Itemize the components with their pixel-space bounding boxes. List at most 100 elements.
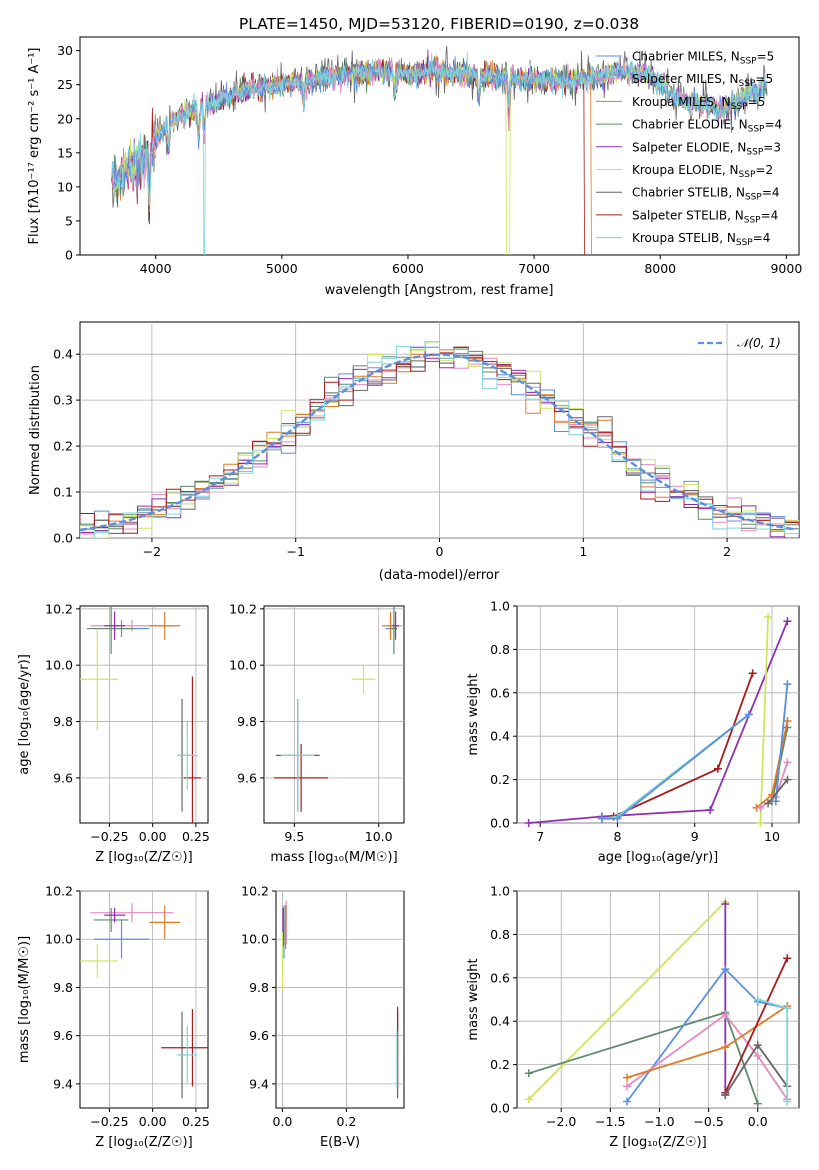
legend-label-kroupa_miles: Kroupa MILES, NSSP=5 bbox=[632, 95, 765, 112]
y-tick-label: 0.4 bbox=[490, 729, 510, 744]
axes-frame bbox=[275, 890, 405, 1109]
weight-line-chabrier_miles bbox=[602, 713, 750, 820]
errorbars bbox=[80, 903, 208, 1099]
spectrum-y-tick-label: 10 bbox=[57, 179, 73, 194]
y-tick-label: 0.8 bbox=[490, 642, 510, 657]
y-tick-label: 9.6 bbox=[249, 1028, 269, 1043]
histogram-x-tick-label: 1 bbox=[579, 544, 587, 559]
histogram-y-tick-label: 0.3 bbox=[53, 393, 73, 408]
y-tick-label: 1.0 bbox=[490, 884, 510, 899]
y-tick-label: 0.8 bbox=[490, 927, 510, 942]
x-tick-label: 0.25 bbox=[182, 1114, 210, 1129]
weight-line-salpeter_miles bbox=[626, 1013, 788, 1100]
y-tick-label: 10.0 bbox=[241, 932, 269, 947]
grid bbox=[517, 605, 799, 824]
grid bbox=[264, 606, 404, 823]
y-tick-label: 0.6 bbox=[490, 970, 510, 985]
y-tick-label: 10.2 bbox=[45, 884, 73, 899]
y-tick-label: 9.4 bbox=[249, 1076, 269, 1091]
histogram-x-label: (data-model)/error bbox=[379, 568, 500, 583]
legend-label-salpeter_stelib: Salpeter STELIB, NSSP=4 bbox=[632, 208, 778, 225]
y-tick-label: 1.0 bbox=[490, 599, 510, 614]
spectrum-y-label: Flux [fλ10⁻¹⁷ erg cm⁻² s⁻¹ A⁻¹] bbox=[27, 48, 42, 245]
y-tick-label: 9.8 bbox=[237, 714, 257, 729]
grid bbox=[276, 890, 404, 1108]
weight-line-chabrier_stelib bbox=[724, 1043, 788, 1096]
x-tick-label: −0.5 bbox=[693, 1114, 723, 1129]
weight-line-chabrier_stelib bbox=[767, 779, 789, 805]
spectrum-y-tick-label: 20 bbox=[57, 111, 73, 126]
histogram-x-ticks: −2 −1 0 1 2 bbox=[143, 538, 731, 559]
x-axis-label: Z [log₁₀(Z/Z☉)] bbox=[95, 1135, 192, 1150]
x-tick-label: 9 bbox=[691, 829, 699, 844]
x-tick-label: 0.25 bbox=[182, 829, 210, 844]
normal-reference-curve bbox=[79, 353, 797, 532]
y-axis-label: mass weight bbox=[466, 958, 481, 1040]
spectrum-panel: PLATE=1450, MJD=53120, FIBERID=0190, z=0… bbox=[27, 15, 802, 298]
residual-histogram-panel: −2 −1 0 1 2 0.0 0.1 0.2 0.3 0.4 (data-model)/err… bbox=[28, 321, 800, 583]
histogram-series-kroupa_stelib bbox=[80, 341, 799, 538]
spectrum-y-tick-label: 30 bbox=[57, 43, 73, 58]
spectrum-x-tick-label: 4000 bbox=[140, 261, 172, 276]
weight-line-chabrier_miles bbox=[774, 684, 789, 802]
legend-label-salpeter_miles: Salpeter MILES, NSSP=5 bbox=[632, 72, 773, 89]
legend-label-salpeter_elodie: Salpeter ELODIE, NSSP=3 bbox=[632, 140, 781, 157]
age-vs-mass-panel: 9.5 10.0 9.6 9.8 10.0 10.2 mass [log₁₀(M/M☉)] bbox=[229, 601, 405, 865]
spectrum-y-tick-label: 0 bbox=[65, 248, 73, 263]
x-tick-label: 9.5 bbox=[284, 829, 304, 844]
y-tick-label: 9.4 bbox=[53, 1076, 73, 1091]
x-axis-label: Z [log₁₀(Z/Z☉)] bbox=[95, 850, 192, 865]
x-tick-label: −0.25 bbox=[90, 829, 128, 844]
axes-frame bbox=[79, 890, 209, 1109]
legend-label-kroupa_elodie: Kroupa ELODIE, NSSP=2 bbox=[632, 163, 773, 180]
spectrum-x-tick-label: 5000 bbox=[266, 261, 298, 276]
spectrum-x-tick-label: 6000 bbox=[392, 261, 424, 276]
mass-vs-metallicity-panel: −0.25 0.00 0.25 9.4 9.6 9.8 10.0 10.2 Z [log₁₀(Z… bbox=[17, 884, 210, 1151]
x-axis-label: mass [log₁₀(M/M☉)] bbox=[270, 850, 397, 865]
massweight-vs-metallicity-panel: −2.0 −1.5 −1.0 −0.5 0.0 0.0 0.2 0.4 0.6 0.8 1.0 Z [… bbox=[466, 884, 800, 1150]
legend-label-chabrier_elodie: Chabrier ELODIE, NSSP=4 bbox=[632, 118, 782, 135]
y-tick-label: 0.4 bbox=[490, 1014, 510, 1029]
y-tick-label: 9.6 bbox=[237, 770, 257, 785]
histogram-y-ticks: 0.0 0.1 0.2 0.3 0.4 bbox=[53, 347, 80, 546]
y-axis-label: mass [log₁₀(M/M☉)] bbox=[17, 936, 32, 1063]
histogram-y-tick-label: 0.4 bbox=[53, 347, 73, 362]
errorbars bbox=[80, 606, 202, 823]
histogram-series-chabrier_stelib bbox=[80, 356, 799, 531]
weight-line-salpeter_stelib bbox=[724, 957, 789, 1094]
spectrum-x-label: wavelength [Angstrom, rest frame] bbox=[325, 283, 554, 298]
age-vs-metallicity-panel: −0.25 0.00 0.25 9.6 9.8 10.0 10.2 Z [log₁₀(Z/Z☉… bbox=[17, 601, 210, 865]
x-tick-label: 10.0 bbox=[365, 829, 393, 844]
y-tick-label: 10.2 bbox=[241, 884, 269, 899]
y-tick-label: 9.8 bbox=[53, 980, 73, 995]
grid bbox=[80, 606, 208, 823]
spectrum-axes-frame bbox=[79, 36, 800, 256]
spectrum-x-ticks: 4000 5000 6000 7000 8000 9000 bbox=[140, 255, 802, 276]
weight-line-kroupa_elodie bbox=[759, 616, 769, 824]
y-axis-label: age [log₁₀(age/yr)] bbox=[17, 654, 32, 775]
legend-label-chabrier_miles: Chabrier MILES, NSSP=5 bbox=[632, 50, 774, 67]
x-tick-label: 0.0 bbox=[272, 1114, 292, 1129]
x-tick-label: −0.25 bbox=[90, 1114, 128, 1129]
weight-lines bbox=[524, 612, 792, 827]
normal-legend-label: 𝒩(0, 1) bbox=[737, 336, 781, 350]
y-tick-label: 0.2 bbox=[490, 1057, 510, 1072]
x-tick-label: 8 bbox=[613, 829, 621, 844]
y-tick-label: 9.6 bbox=[53, 770, 73, 785]
weight-line-kroupa_elodie bbox=[528, 901, 726, 1100]
histogram-y-tick-label: 0.1 bbox=[53, 485, 73, 500]
histogram-x-tick-label: 2 bbox=[723, 544, 731, 559]
x-tick-label: −2.0 bbox=[546, 1114, 576, 1129]
grid bbox=[80, 890, 208, 1108]
weight-line-salpeter_elodie bbox=[528, 620, 789, 824]
x-axis-label: E(B-V) bbox=[320, 1135, 360, 1150]
x-tick-label: −1.5 bbox=[595, 1114, 625, 1129]
y-tick-label: 9.8 bbox=[249, 980, 269, 995]
y-axis-label: mass weight bbox=[466, 673, 481, 755]
spectrum-y-tick-label: 15 bbox=[57, 145, 73, 160]
y-tick-label: 9.6 bbox=[53, 1028, 73, 1043]
y-tick-label: 0.0 bbox=[490, 1101, 510, 1116]
massweight-vs-age-panel: 7 8 9 10 0.0 0.2 0.4 0.6 0.8 1.0 age [log₁₀(age/yr… bbox=[466, 599, 800, 865]
y-tick-label: 10.2 bbox=[45, 601, 73, 616]
grid bbox=[517, 890, 799, 1109]
